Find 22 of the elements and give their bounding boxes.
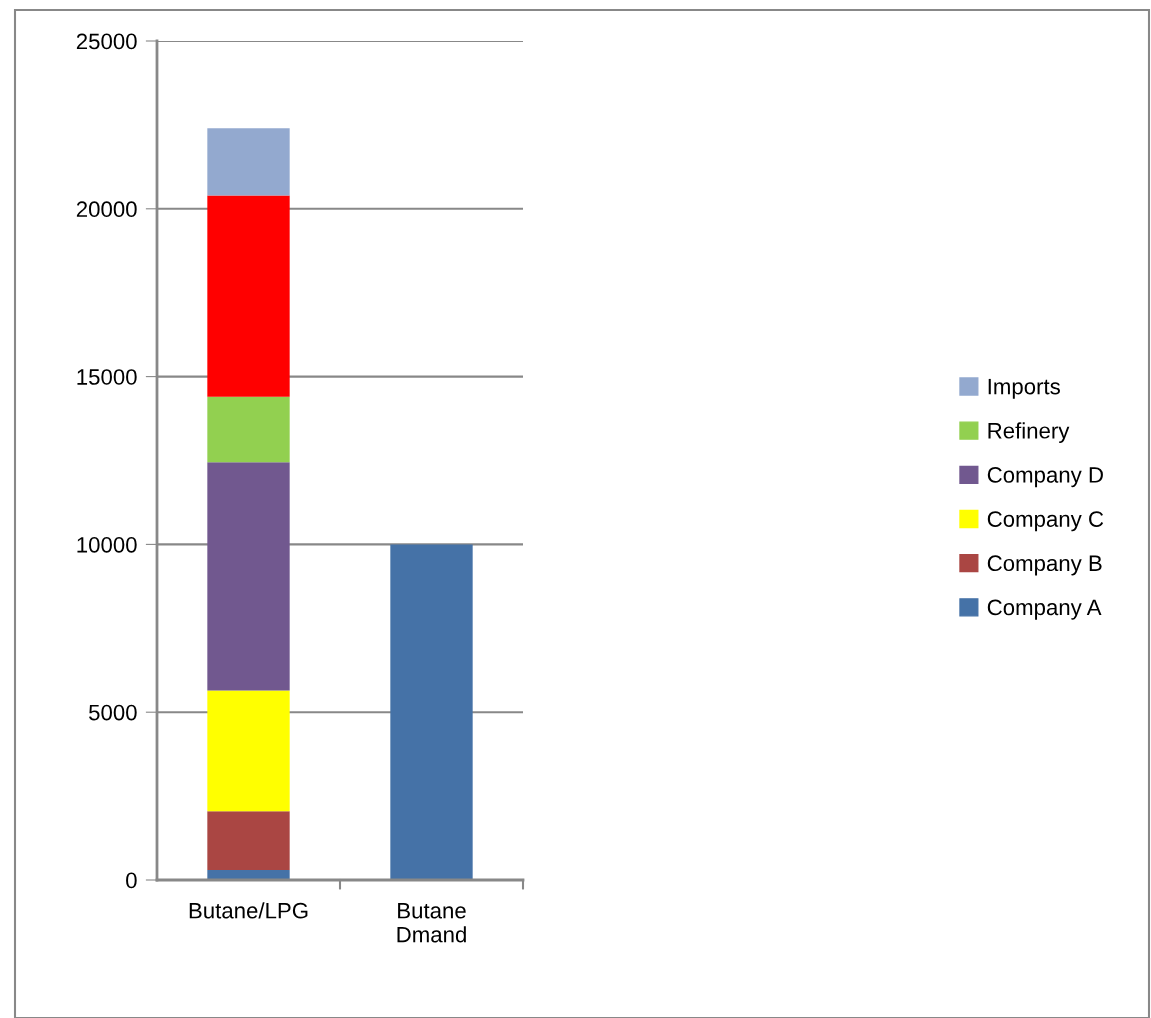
bar: [207, 462, 290, 691]
y-tick-label: 20000: [76, 201, 137, 218]
y-tick-label: 25000: [76, 33, 137, 50]
bar: [207, 869, 290, 880]
legend-label: Company C: [987, 511, 1104, 532]
legend-label: Company A: [987, 599, 1102, 620]
y-tick-label: 5000: [89, 704, 137, 721]
bar: [207, 195, 290, 397]
legend-label: Refinery: [988, 422, 1070, 443]
bar: [207, 811, 290, 870]
y-tick-label: 0: [126, 872, 137, 889]
bar: [207, 128, 290, 196]
bar: [390, 544, 473, 880]
legend-label: Imports: [988, 378, 1060, 399]
legend-label: Company B: [987, 555, 1102, 576]
bar: [207, 690, 290, 812]
y-tick-label: 15000: [77, 369, 137, 385]
legend-label: Company D: [987, 467, 1103, 488]
y-tick-label: 10000: [77, 536, 137, 553]
bar: [207, 396, 290, 463]
x-tick-label: Butane/LPG: [189, 902, 308, 919]
x-tick-label: Butane Dmand: [397, 903, 466, 943]
